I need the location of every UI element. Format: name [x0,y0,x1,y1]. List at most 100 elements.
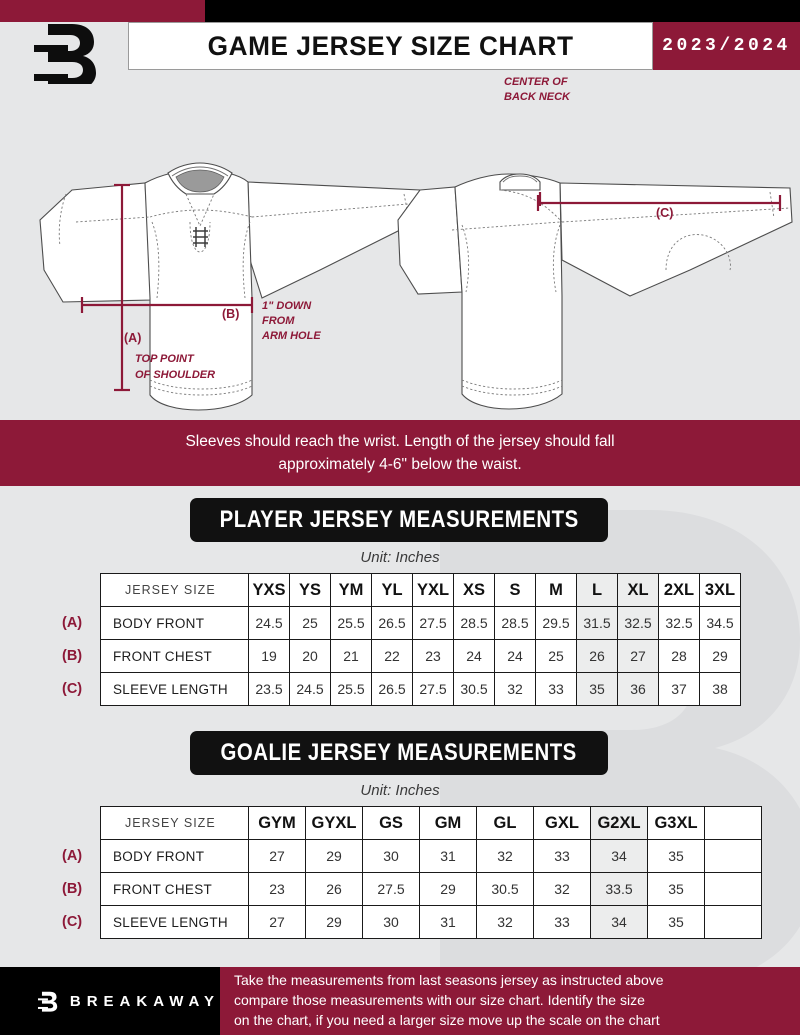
size-column-header: L [576,573,618,607]
instruction-banner: Sleeves should reach the wrist. Length o… [0,420,800,486]
table-row: BODY FRONT 24.5 25 25.5 26.5 27.5 28.5 28.5 29.5… [100,606,741,640]
measurement-cell: 24.5 [289,672,331,706]
measurement-cell: 33.5 [590,872,648,906]
season-year-text: 2023/2024 [662,36,791,56]
goalie-unit-label: Unit: Inches [360,782,440,799]
page-title: GAME JERSEY SIZE CHART [207,30,574,61]
measurement-cell: 35 [647,872,705,906]
measurement-marker: (A) [62,615,83,631]
jersey-diagram: .jbody { fill:#ffffff; stroke:#4d4d4d; s… [0,70,800,420]
jersey-size-header-label: JERSEY SIZE [100,806,249,840]
measurement-cell: 20 [289,639,331,673]
measurement-cell: 26 [305,872,363,906]
measurement-cell: 31.5 [576,606,618,640]
player-section-title: PLAYER JERSEY MEASUREMENTS [219,506,579,533]
footer-bar: BREAKAWAY Take the measurements from las… [0,967,800,1035]
measurement-row-label: FRONT CHEST [100,872,249,906]
size-column-header: GXL [533,806,591,840]
size-column-header: GYXL [305,806,363,840]
table-row: SLEEVE LENGTH 23.5 24.5 25.5 26.5 27.5 30.5 32 3… [100,672,741,706]
title-box: GAME JERSEY SIZE CHART [128,22,653,70]
size-column-header: XS [453,573,495,607]
goalie-section-title-pill: GOALIE JERSEY MEASUREMENTS [190,731,608,775]
size-column-header: YS [289,573,331,607]
size-column-header: 3XL [699,573,741,607]
measurement-cell: 24 [494,639,536,673]
front-jersey-illustration: (B) (A) TOP POINT OF SHOULDER 1" DOWN FR… [39,162,425,411]
footer-brand-box: BREAKAWAY [0,967,220,1035]
measurement-cell: 30.5 [476,872,534,906]
size-column-header: G2XL [590,806,648,840]
label-b-note-line1: 1" DOWN [262,300,312,312]
size-column-header: YXS [248,573,290,607]
season-year-badge: 2023/2024 [653,22,800,70]
note-line-2: approximately 4-6" below the waist. [278,456,522,473]
measurement-cell: 35 [647,839,705,873]
measurement-cell: 32.5 [658,606,700,640]
measurement-cell: 26.5 [371,672,413,706]
measurement-cell: 34 [590,905,648,939]
size-column-header: GL [476,806,534,840]
top-strip-black [205,0,800,22]
measurement-cell: 21 [330,639,372,673]
measurement-cell: 26.5 [371,606,413,640]
back-jersey-illustration: (C) CENTER OF BACK NECK [397,76,793,410]
player-measurements-table: JERSEY SIZE YXS YS YM YL YXL XS S M L XL 2XL 3XL BOD… [100,573,741,706]
measurement-cell: 30.5 [453,672,495,706]
measurement-cell: 34.5 [699,606,741,640]
measurement-cell: 29 [419,872,477,906]
size-column-header: XL [617,573,659,607]
table-row: BODY FRONT 27 29 30 31 32 33 34 35 [100,839,762,873]
measurement-marker: (C) [62,914,83,930]
size-column-header: G3XL [647,806,705,840]
size-column-header: GM [419,806,477,840]
measurement-cell: 33 [535,672,577,706]
measurement-cell: 32 [476,905,534,939]
size-column-header: GS [362,806,420,840]
empty-cell [704,905,762,939]
label-a-front: (A) [124,331,141,345]
table-header-row: JERSEY SIZE YXS YS YM YL YXL XS S M L XL 2XL 3XL [100,573,741,607]
footer-message-line-2: compare those measurements with our size… [234,992,645,1009]
measurement-cell: 26 [576,639,618,673]
goalie-section-title: GOALIE JERSEY MEASUREMENTS [220,739,578,766]
measurement-cell: 24.5 [248,606,290,640]
measurement-cell: 29 [305,905,363,939]
measurement-marker: (B) [62,648,83,664]
footer-message-line-3: on the chart, if you need a larger size … [234,1011,660,1028]
measurement-cell: 23 [412,639,454,673]
measurement-cell: 29.5 [535,606,577,640]
note-line-1: Sleeves should reach the wrist. Length o… [185,432,615,450]
player-measurements-table-wrap: JERSEY SIZE YXS YS YM YL YXL XS S M L XL 2XL 3XL BOD… [100,573,741,706]
player-unit-label: Unit: Inches [360,549,440,566]
size-column-header: YXL [412,573,454,607]
top-strip-maroon [0,0,205,22]
footer-message-box: Take the measurements from last seasons … [220,967,800,1035]
measurement-cell: 27.5 [362,872,420,906]
label-b-note-line2: FROM [262,315,295,327]
table-header-row: JERSEY SIZE GYM GYXL GS GM GL GXL G2XL G3XL [100,806,762,840]
jersey-size-header-label: JERSEY SIZE [100,573,249,607]
table-row: FRONT CHEST 23 26 27.5 29 30.5 32 33.5 35 [100,872,762,906]
measurement-cell: 33 [533,905,591,939]
size-column-header: YL [371,573,413,607]
label-c-back: (C) [656,206,673,220]
measurement-cell: 29 [699,639,741,673]
top-color-strip [0,0,800,22]
measurement-row-label: BODY FRONT [100,839,249,873]
measurement-row-label: FRONT CHEST [100,639,249,673]
measurement-cell: 35 [647,905,705,939]
measurement-cell: 32 [494,672,536,706]
measurement-cell: 30 [362,905,420,939]
goalie-measurements-table-wrap: JERSEY SIZE GYM GYXL GS GM GL GXL G2XL G3XL BODY… [100,806,762,939]
measurement-cell: 36 [617,672,659,706]
measurement-cell: 23 [248,872,306,906]
table-row: FRONT CHEST 19 20 21 22 23 24 24 25 26 27 28 29 [100,639,741,673]
label-b-note-line3: ARM HOLE [261,330,321,342]
size-column-header: M [535,573,577,607]
measurement-cell: 25.5 [330,672,372,706]
measurement-cell: 35 [576,672,618,706]
measurement-cell: 28 [658,639,700,673]
measurement-cell: 31 [419,905,477,939]
